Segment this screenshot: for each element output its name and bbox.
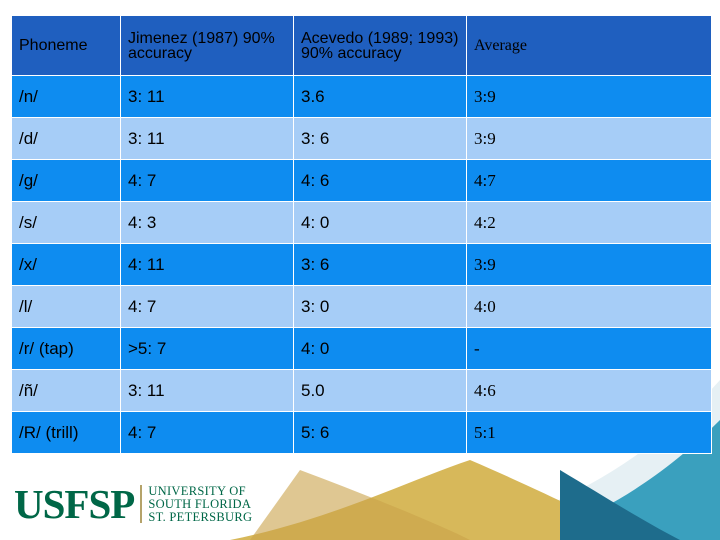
cell-average: 3:9 <box>466 117 712 160</box>
cell-average: 5:1 <box>466 411 712 454</box>
table-row: /d/ 3: 11 3: 6 3:9 <box>11 117 712 160</box>
cell-phoneme: /ñ/ <box>11 369 121 412</box>
header-acevedo: Acevedo (1989; 1993) 90% accuracy <box>293 15 467 76</box>
cell-acevedo: 3: 6 <box>293 117 467 160</box>
cell-average: 3:9 <box>466 243 712 286</box>
table-row: /R/ (trill) 4: 7 5: 6 5:1 <box>11 411 712 454</box>
logo-wordmark: UNIVERSITY OF SOUTH FLORIDA ST. PETERSBU… <box>148 483 253 524</box>
cell-acevedo: 3.6 <box>293 75 467 118</box>
cell-jimenez: 4: 7 <box>120 285 294 328</box>
table-row: /x/ 4: 11 3: 6 3:9 <box>11 243 712 286</box>
cell-average: - <box>466 327 712 370</box>
cell-average: 3:9 <box>466 75 712 118</box>
cell-jimenez: 4: 3 <box>120 201 294 244</box>
header-average: Average <box>466 15 712 76</box>
table-row: /l/ 4: 7 3: 0 4:0 <box>11 285 712 328</box>
cell-acevedo: 3: 6 <box>293 243 467 286</box>
table-row: /g/ 4: 7 4: 6 4:7 <box>11 159 712 202</box>
cell-phoneme: /x/ <box>11 243 121 286</box>
table-row: /n/ 3: 11 3.6 3:9 <box>11 75 712 118</box>
cell-phoneme: /g/ <box>11 159 121 202</box>
cell-acevedo: 4: 0 <box>293 327 467 370</box>
cell-jimenez: 3: 11 <box>120 369 294 412</box>
cell-phoneme: /d/ <box>11 117 121 160</box>
cell-phoneme: /r/ (tap) <box>11 327 121 370</box>
cell-acevedo: 4: 6 <box>293 159 467 202</box>
logo-line: SOUTH FLORIDA <box>148 496 252 511</box>
table-row: /ñ/ 3: 11 5.0 4:6 <box>11 369 712 412</box>
cell-jimenez: 4: 11 <box>120 243 294 286</box>
cell-average: 4:7 <box>466 159 712 202</box>
cell-jimenez: 3: 11 <box>120 117 294 160</box>
cell-phoneme: /n/ <box>11 75 121 118</box>
cell-jimenez: >5: 7 <box>120 327 294 370</box>
cell-jimenez: 3: 11 <box>120 75 294 118</box>
cell-jimenez: 4: 7 <box>120 159 294 202</box>
cell-average: 4:2 <box>466 201 712 244</box>
cell-average: 4:6 <box>466 369 712 412</box>
header-phoneme: Phoneme <box>11 15 121 76</box>
cell-jimenez: 4: 7 <box>120 411 294 454</box>
logo-mark: USFSP <box>14 481 135 527</box>
cell-acevedo: 3: 0 <box>293 285 467 328</box>
cell-phoneme: /l/ <box>11 285 121 328</box>
logo-line: UNIVERSITY OF <box>148 483 246 498</box>
cell-acevedo: 5: 6 <box>293 411 467 454</box>
cell-phoneme: /R/ (trill) <box>11 411 121 454</box>
table-row: /r/ (tap) >5: 7 4: 0 - <box>11 327 712 370</box>
usfsp-logo: USFSP UNIVERSITY OF SOUTH FLORIDA ST. PE… <box>14 481 253 527</box>
phoneme-table: Phoneme Jimenez (1987) 90% accuracy Acev… <box>11 15 712 454</box>
cell-acevedo: 5.0 <box>293 369 467 412</box>
table-header-row: Phoneme Jimenez (1987) 90% accuracy Acev… <box>11 15 712 76</box>
cell-average: 4:0 <box>466 285 712 328</box>
header-jimenez: Jimenez (1987) 90% accuracy <box>120 15 294 76</box>
table-row: /s/ 4: 3 4: 0 4:2 <box>11 201 712 244</box>
logo-line: ST. PETERSBURG <box>148 509 253 524</box>
logo-divider <box>140 485 143 523</box>
cell-acevedo: 4: 0 <box>293 201 467 244</box>
cell-phoneme: /s/ <box>11 201 121 244</box>
